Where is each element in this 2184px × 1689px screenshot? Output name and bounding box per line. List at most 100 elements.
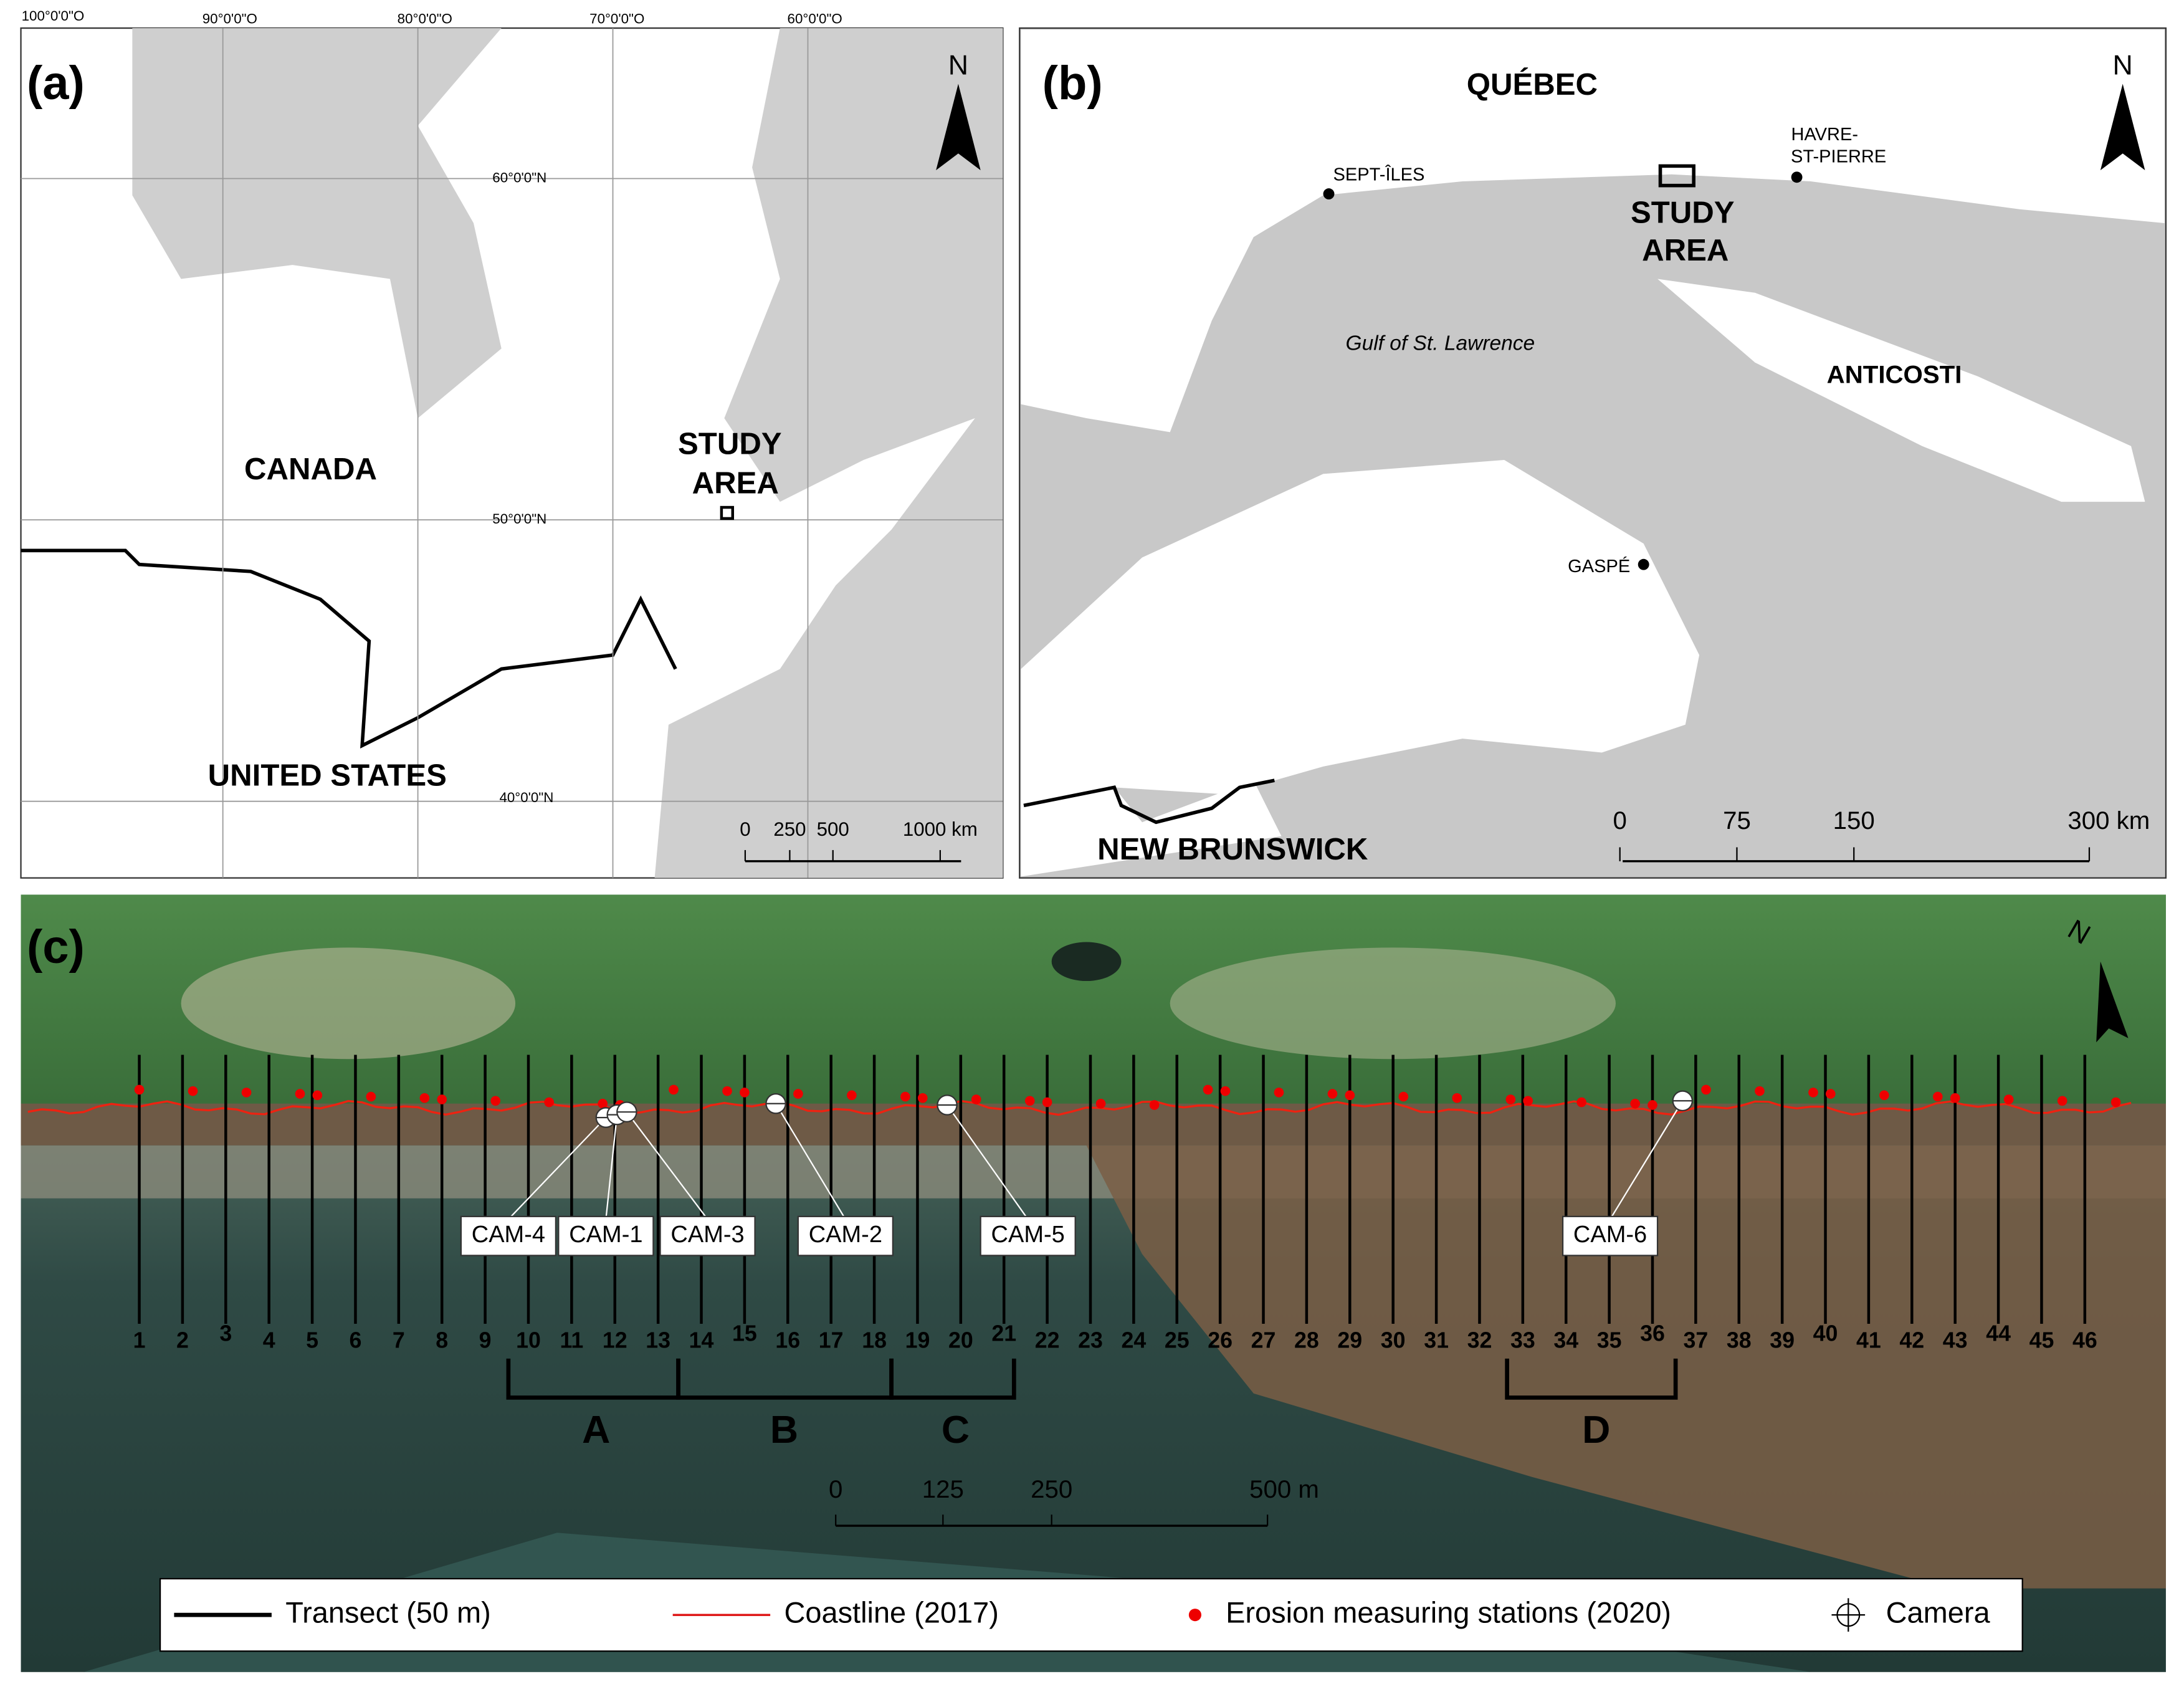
station bbox=[1095, 1098, 1106, 1109]
station bbox=[490, 1096, 501, 1106]
camera-label-box bbox=[980, 1215, 1076, 1256]
scale-label: 250 bbox=[1031, 1475, 1072, 1503]
place-label: UNITED STATES bbox=[208, 758, 447, 793]
camera-label-box bbox=[659, 1215, 756, 1256]
station bbox=[1203, 1084, 1213, 1095]
transect-label: 39 bbox=[1770, 1328, 1795, 1352]
scale-label: 250 bbox=[773, 818, 806, 840]
transect-label: 18 bbox=[862, 1328, 887, 1352]
transect-label: 44 bbox=[1986, 1321, 2011, 1346]
place-label: STUDY bbox=[678, 427, 782, 461]
camera-leader bbox=[508, 1117, 607, 1220]
transect-label: 35 bbox=[1597, 1328, 1622, 1352]
section-label: A bbox=[582, 1408, 610, 1452]
camera-label-box bbox=[558, 1215, 654, 1256]
station bbox=[598, 1098, 608, 1109]
place-label: QUÉBEC bbox=[1467, 67, 1598, 102]
panel-label: (a) bbox=[27, 57, 85, 110]
scale-label: 500 m bbox=[1249, 1475, 1319, 1503]
place-label: CANADA bbox=[244, 452, 377, 486]
station bbox=[188, 1086, 198, 1096]
place-label: AREA bbox=[692, 466, 779, 500]
section-label: C bbox=[942, 1408, 970, 1452]
station bbox=[312, 1090, 323, 1101]
place-label: SEPT-ÎLES bbox=[1333, 165, 1425, 185]
station bbox=[2057, 1096, 2067, 1106]
transect-label: 26 bbox=[1208, 1328, 1233, 1352]
transect-label: 40 bbox=[1813, 1321, 1838, 1346]
transect-label: 6 bbox=[350, 1328, 362, 1352]
station bbox=[847, 1090, 857, 1101]
station bbox=[1932, 1091, 1943, 1102]
transect-label: 1 bbox=[133, 1328, 146, 1352]
section-bracket bbox=[889, 1358, 1016, 1400]
transect-label: 25 bbox=[1165, 1328, 1190, 1352]
place-label: Gulf of St. Lawrence bbox=[1346, 332, 1535, 355]
station bbox=[295, 1089, 305, 1099]
camera-leader bbox=[775, 1103, 846, 1220]
scale-label: 150 bbox=[1833, 806, 1875, 835]
place-label: NEW BRUNSWICK bbox=[1097, 832, 1368, 866]
transect-label: 33 bbox=[1510, 1328, 1535, 1352]
camera-label-box bbox=[797, 1215, 894, 1256]
station bbox=[1024, 1096, 1035, 1106]
station bbox=[1505, 1094, 1516, 1104]
scale-label: 75 bbox=[1723, 806, 1751, 835]
transect-label: 29 bbox=[1337, 1328, 1362, 1352]
transect-label: 23 bbox=[1078, 1328, 1103, 1352]
transect-label: 45 bbox=[2029, 1328, 2054, 1352]
legend-label: Erosion measuring stations (2020) bbox=[1226, 1597, 1671, 1629]
place-label: ANTICOSTI bbox=[1827, 361, 1962, 389]
camera-label: CAM-6 bbox=[1573, 1222, 1647, 1248]
panel-label: (c) bbox=[27, 921, 85, 974]
transect-label: 27 bbox=[1251, 1328, 1276, 1352]
station bbox=[419, 1093, 430, 1103]
station bbox=[1630, 1098, 1640, 1109]
station bbox=[1274, 1088, 1284, 1098]
camera-label: CAM-1 bbox=[569, 1222, 642, 1248]
scale-label: 300 km bbox=[2067, 806, 2150, 835]
station bbox=[669, 1084, 679, 1095]
legend-label: Camera bbox=[1886, 1597, 1991, 1629]
station bbox=[1042, 1097, 1052, 1108]
scale-label: 1000 km bbox=[903, 818, 978, 840]
camera-leader bbox=[1609, 1100, 1684, 1220]
panel-b bbox=[1019, 27, 2167, 879]
station bbox=[544, 1097, 555, 1108]
transect-label: 4 bbox=[263, 1328, 275, 1352]
transect-label: 10 bbox=[516, 1328, 541, 1352]
transect-label: 11 bbox=[560, 1328, 583, 1352]
transect-label: 17 bbox=[819, 1328, 844, 1352]
panel-c bbox=[21, 894, 2166, 1672]
camera-label: CAM-3 bbox=[670, 1222, 744, 1248]
camera-label: CAM-5 bbox=[991, 1222, 1065, 1248]
transect-label: 43 bbox=[1943, 1328, 1968, 1352]
transect-label: 24 bbox=[1121, 1328, 1146, 1352]
camera-leader bbox=[605, 1114, 618, 1220]
station bbox=[1826, 1089, 1836, 1099]
camera-leader bbox=[626, 1111, 708, 1220]
transect-label: 16 bbox=[775, 1328, 800, 1352]
station bbox=[1808, 1088, 1818, 1098]
transect-label: 7 bbox=[393, 1328, 405, 1352]
place-label: HAVRE- bbox=[1791, 125, 1858, 145]
station bbox=[1879, 1090, 1889, 1101]
station bbox=[1327, 1089, 1338, 1099]
transect-label: 41 bbox=[1856, 1328, 1881, 1352]
panel-label: (b) bbox=[1042, 57, 1103, 110]
station bbox=[1345, 1090, 1355, 1101]
transect-label: 46 bbox=[2072, 1328, 2097, 1352]
transect-label: 31 bbox=[1424, 1328, 1449, 1352]
transect-label: 19 bbox=[905, 1328, 930, 1352]
legend-label: Coastline (2017) bbox=[784, 1597, 998, 1629]
station bbox=[366, 1091, 376, 1102]
transect-label: 5 bbox=[306, 1328, 318, 1352]
transect-label: 32 bbox=[1467, 1328, 1492, 1352]
station bbox=[134, 1084, 145, 1095]
section-bracket bbox=[1505, 1358, 1678, 1400]
camera-label: CAM-2 bbox=[809, 1222, 882, 1248]
transect-label: 14 bbox=[689, 1328, 714, 1352]
station bbox=[1220, 1086, 1231, 1096]
transect-label: 20 bbox=[948, 1328, 973, 1352]
